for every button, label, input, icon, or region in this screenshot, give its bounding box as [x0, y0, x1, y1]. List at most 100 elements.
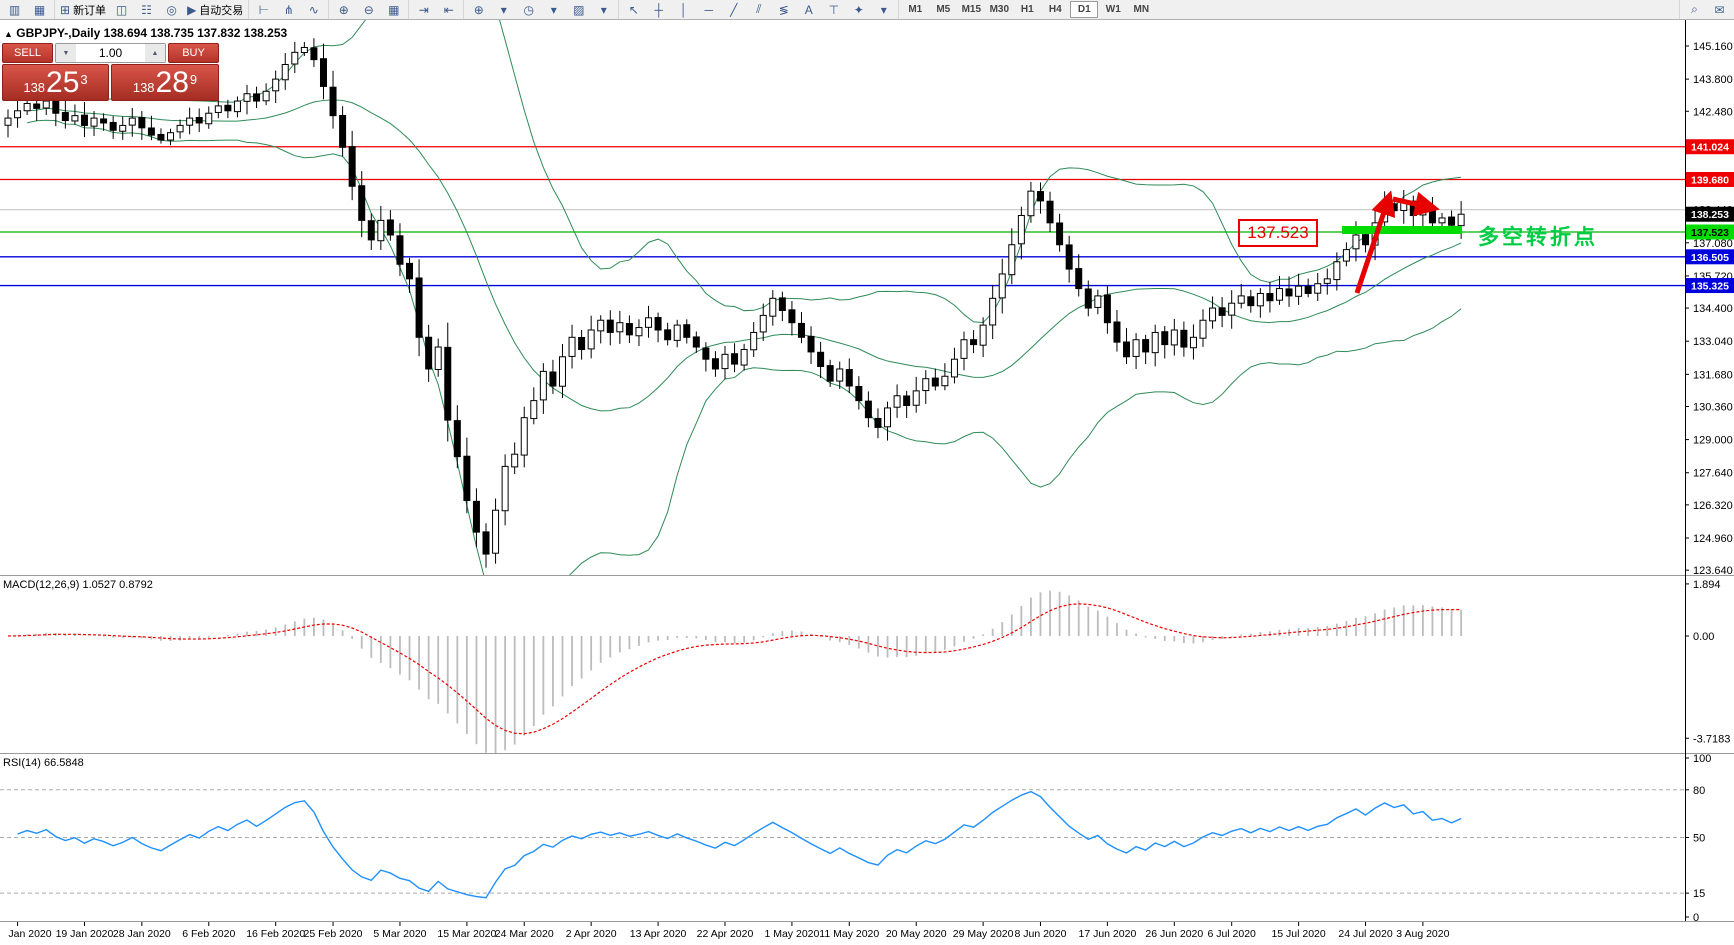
chart-shift-icon[interactable]: ⇤ [443, 2, 454, 17]
date-tick-label[interactable]: 29 May 2020 [953, 928, 1014, 940]
zoom-group: ⊕ ⊖ ▦ [328, 0, 408, 19]
buy-price-pips: 9 [189, 72, 198, 87]
candle-body [731, 353, 739, 365]
candle-body [664, 329, 672, 341]
date-tick-label[interactable]: Jan 2020 [8, 928, 51, 940]
equidistant-channel-icon[interactable]: ⫽ [756, 2, 762, 16]
support-zone-bar[interactable] [1342, 226, 1462, 234]
volume-input[interactable]: 1.00 [98, 46, 123, 60]
text-label-icon[interactable]: ⊤ [828, 2, 840, 17]
sell-button[interactable]: SELL [2, 43, 53, 63]
timeframe-m1[interactable]: M1 [908, 4, 923, 15]
indicators-icon[interactable]: ⊕ [473, 2, 484, 17]
templates-icon[interactable]: ▨ [573, 2, 585, 17]
date-tick-label[interactable]: 2 Apr 2020 [566, 928, 617, 940]
candle-body [750, 331, 758, 351]
timeframe-m15[interactable]: M15 [961, 4, 982, 15]
turning-point-annotation[interactable]: 多空转折点 [1478, 225, 1598, 249]
search-icon[interactable]: ⌕ [1691, 2, 1698, 16]
date-tick-label[interactable]: 26 Jun 2020 [1145, 928, 1203, 940]
timeframe-mn[interactable]: MN [1133, 4, 1150, 15]
auto-scroll-icon[interactable]: ⇥ [418, 2, 429, 17]
dropdown-icon[interactable]: ▾ [600, 2, 607, 17]
date-tick-label[interactable]: 22 Apr 2020 [697, 928, 754, 940]
macd-tick-label: -3.7183 [1693, 733, 1730, 745]
data-window-icon[interactable]: ◫ [115, 2, 128, 17]
date-tick-label[interactable]: 6 Jul 2020 [1207, 928, 1256, 940]
candle-body [195, 116, 203, 124]
navigator-icon[interactable]: ◎ [166, 2, 177, 17]
date-tick-label[interactable]: 1 May 2020 [764, 928, 819, 940]
community-chat-icon[interactable]: ✉ [1714, 2, 1725, 17]
candle-body [1113, 321, 1121, 343]
date-tick-label[interactable]: 20 May 2020 [886, 928, 947, 940]
timeframe-m5[interactable]: M5 [936, 4, 951, 15]
date-tick-label[interactable]: 17 Jun 2020 [1078, 928, 1136, 940]
zoom-out-icon[interactable]: ⊖ [363, 2, 374, 17]
crosshair-icon[interactable]: ┼ [654, 2, 664, 17]
zoom-in-icon[interactable]: ⊕ [338, 2, 349, 17]
trendline-icon[interactable]: ╱ [730, 2, 738, 17]
text-icon[interactable]: A [804, 2, 813, 17]
date-tick-label[interactable]: 25 Feb 2020 [304, 928, 363, 940]
candle-body [444, 346, 452, 421]
shapes-icon[interactable]: ✦ [853, 2, 864, 17]
new-chart-icon[interactable]: ▥ [8, 2, 21, 17]
bar-chart-icon[interactable]: ⊢ [258, 2, 270, 17]
dropdown-icon[interactable]: ▾ [550, 2, 557, 17]
price-badge [1686, 139, 1734, 155]
buy-button[interactable]: BUY [168, 43, 219, 63]
bollinger-upper-band[interactable] [27, 0, 1462, 323]
date-tick-label[interactable]: 19 Jan 2020 [56, 928, 114, 940]
date-tick-label[interactable]: 6 Feb 2020 [182, 928, 235, 940]
timeframe-h1[interactable]: H1 [1020, 4, 1034, 15]
dropdown-icon[interactable]: ▾ [880, 2, 887, 17]
candle-body [482, 531, 490, 555]
horizontal-line-icon[interactable]: ─ [704, 2, 714, 17]
candle-body [1075, 268, 1083, 290]
price-tick-label: 137.080 [1693, 238, 1733, 250]
cursor-icon[interactable]: ↖ [628, 2, 639, 17]
buy-price-button[interactable]: 138 28 9 [111, 64, 219, 101]
market-watch-icon[interactable]: ☷ [141, 2, 152, 17]
date-tick-label[interactable]: 15 Mar 2020 [437, 928, 496, 940]
timeframe-w1[interactable]: W1 [1105, 4, 1121, 15]
period-icon[interactable]: ◷ [523, 2, 535, 17]
date-tick-label[interactable]: 8 Jun 2020 [1014, 928, 1066, 940]
fibonacci-icon[interactable]: ≶ [778, 2, 789, 17]
candle-body [1189, 336, 1197, 349]
trend-arrow-1[interactable] [1354, 190, 1396, 294]
candle-body [339, 114, 347, 148]
candle-body [128, 117, 136, 126]
dropdown-icon[interactable]: ▾ [500, 2, 507, 17]
date-tick-label[interactable]: 11 May 2020 [819, 928, 879, 940]
vertical-line-icon[interactable]: │ [680, 2, 688, 17]
candle-body [654, 316, 662, 331]
profiles-icon[interactable]: ▦ [33, 2, 46, 17]
volume-decrease-button[interactable]: ▼ [56, 44, 76, 62]
volume-increase-button[interactable]: ▲ [145, 44, 165, 62]
new-order-button[interactable]: ⊞ 新订单 [60, 2, 107, 17]
timeframe-d1[interactable]: D1 [1070, 1, 1099, 18]
date-tick-label[interactable]: 15 Jul 2020 [1271, 928, 1325, 940]
autotrading-button[interactable]: ▶ 自动交易 [187, 2, 244, 17]
date-tick-label[interactable]: 24 Jul 2020 [1338, 928, 1392, 940]
timeframe-h4[interactable]: H4 [1048, 4, 1062, 15]
candlestick-chart-icon[interactable]: ⋔ [283, 2, 294, 17]
date-tick-label[interactable]: 3 Aug 2020 [1396, 928, 1449, 940]
date-tick-label[interactable]: 24 Mar 2020 [495, 928, 554, 940]
date-tick-label[interactable]: 28 Jan 2020 [113, 928, 171, 940]
tile-windows-icon[interactable]: ▦ [388, 2, 400, 17]
line-chart-icon[interactable]: ∿ [308, 2, 319, 17]
collapse-marker-icon[interactable]: ▲ [4, 29, 13, 39]
date-tick-label[interactable]: 5 Mar 2020 [373, 928, 426, 940]
price-level-callout[interactable]: 137.523 [1238, 219, 1318, 247]
trend-arrow-2[interactable] [1392, 191, 1440, 217]
candle-body [884, 407, 892, 428]
date-tick-label[interactable]: 16 Feb 2020 [246, 928, 305, 940]
date-tick-label[interactable]: 13 Apr 2020 [630, 928, 687, 940]
timeframe-m30[interactable]: M30 [989, 4, 1010, 15]
sell-price-button[interactable]: 138 25 3 [2, 64, 109, 101]
candle-body [1056, 222, 1064, 246]
